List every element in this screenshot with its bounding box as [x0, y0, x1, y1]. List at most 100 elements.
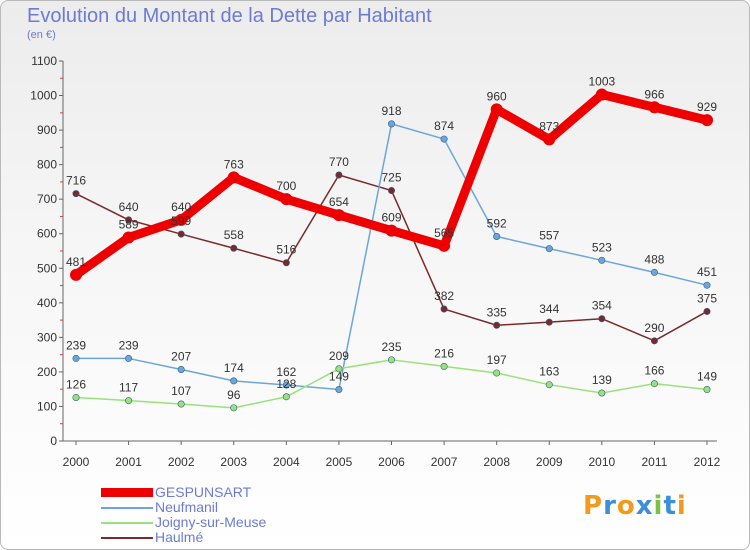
data-point: [72, 354, 80, 362]
y-tick-label: 700: [37, 192, 57, 206]
data-label: 107: [171, 384, 191, 398]
legend-swatch: [101, 521, 153, 524]
data-point: [72, 190, 80, 198]
x-tick-label: 2011: [642, 455, 668, 469]
data-point: [227, 171, 240, 184]
data-point: [490, 103, 503, 116]
data-label: 960: [487, 89, 507, 103]
data-point: [230, 404, 238, 412]
data-point: [598, 256, 606, 264]
y-tick-label: 0: [50, 434, 57, 448]
data-point: [335, 386, 343, 394]
proxiti-logo: Proxiti: [583, 491, 687, 521]
data-label: 918: [381, 104, 401, 118]
data-label: 640: [119, 200, 139, 214]
data-label: 207: [171, 349, 191, 363]
data-point: [648, 101, 661, 114]
data-point: [703, 281, 711, 289]
data-label: 216: [434, 346, 454, 360]
data-label: 523: [592, 240, 612, 254]
data-point: [122, 231, 135, 244]
legend-item: GESPUNSART: [101, 485, 266, 500]
data-label: 481: [66, 255, 86, 269]
x-tick-label: 2006: [378, 455, 405, 469]
data-label: 375: [697, 291, 717, 305]
chart-subtitle: (en €): [27, 29, 56, 41]
y-tick-label: 1000: [30, 89, 57, 103]
data-label: 451: [697, 265, 717, 279]
data-label: 344: [539, 302, 559, 316]
data-point: [650, 380, 658, 388]
data-label: 382: [434, 289, 454, 303]
y-tick-label: 800: [37, 158, 57, 172]
data-label: 770: [329, 155, 349, 169]
y-tick-label: 600: [37, 227, 57, 241]
data-point: [282, 393, 290, 401]
x-tick-label: 2012: [694, 455, 721, 469]
data-point: [335, 365, 343, 373]
legend-item: Haulmé: [101, 530, 266, 545]
data-point: [332, 209, 345, 222]
data-label: 149: [329, 370, 349, 384]
data-point: [125, 216, 133, 224]
legend-item: Neufmanil: [101, 500, 266, 515]
data-point: [598, 315, 606, 323]
data-label: 209: [329, 349, 349, 363]
data-label: 488: [644, 252, 664, 266]
data-point: [440, 305, 448, 313]
data-label: 873: [539, 119, 559, 133]
data-label: 589: [119, 218, 139, 232]
data-point: [703, 386, 711, 394]
data-point: [493, 369, 501, 377]
data-label: 197: [487, 353, 507, 367]
data-label: 126: [66, 377, 86, 391]
data-label: 725: [381, 171, 401, 185]
x-tick-label: 2000: [63, 455, 90, 469]
data-point: [703, 307, 711, 315]
data-label: 96: [227, 388, 241, 402]
data-point: [385, 224, 398, 237]
data-point: [282, 259, 290, 267]
data-label: 874: [434, 119, 454, 133]
chart-legend: GESPUNSART Neufmanil Joigny-sur-Meuse Haulm…: [101, 485, 266, 545]
y-tick-label: 500: [37, 261, 57, 275]
data-point: [545, 245, 553, 253]
y-tick-label: 400: [37, 296, 57, 310]
data-label: 1003: [588, 75, 615, 89]
data-label: 716: [66, 174, 86, 188]
x-tick-label: 2009: [536, 455, 563, 469]
x-tick-label: 2008: [483, 455, 510, 469]
data-label: 290: [644, 321, 664, 335]
data-point: [282, 381, 290, 389]
data-point: [438, 239, 451, 252]
data-point: [440, 135, 448, 143]
y-tick-label: 200: [37, 365, 57, 379]
data-label: 929: [697, 100, 717, 114]
data-point: [177, 365, 185, 373]
legend-label: Neufmanil: [155, 499, 219, 515]
data-label: 174: [224, 361, 244, 375]
data-point: [230, 377, 238, 385]
data-label: 599: [171, 214, 191, 228]
data-label: 640: [171, 200, 191, 214]
data-point: [177, 230, 185, 238]
legend-label: Haulmé: [155, 529, 204, 545]
data-point: [543, 133, 556, 146]
legend-label: GESPUNSART: [155, 484, 252, 500]
data-point: [387, 120, 395, 128]
data-label: 239: [119, 338, 139, 352]
data-point: [335, 171, 343, 179]
data-label: 117: [119, 381, 138, 395]
data-label: 335: [487, 305, 507, 319]
legend-label: Joigny-sur-Meuse: [155, 514, 267, 530]
data-label: 654: [329, 195, 349, 209]
data-label: 565: [434, 226, 454, 240]
data-point: [650, 268, 658, 276]
data-point: [598, 389, 606, 397]
data-label: 558: [224, 228, 244, 242]
y-tick-label: 1100: [31, 54, 57, 68]
data-point: [545, 318, 553, 326]
data-point: [125, 354, 133, 362]
